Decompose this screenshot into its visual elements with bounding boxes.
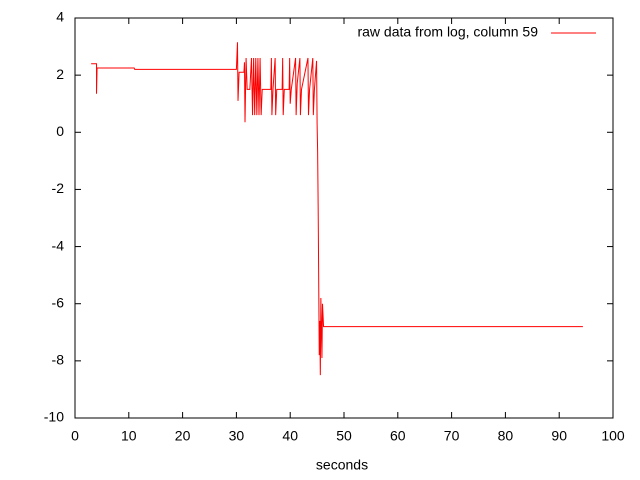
x-tick-label: 100	[601, 428, 625, 444]
x-tick-label: 20	[175, 428, 191, 444]
x-tick-label: 70	[444, 428, 460, 444]
x-tick-label: 50	[336, 428, 352, 444]
plot-border	[74, 17, 614, 419]
x-axis-label: seconds	[316, 457, 368, 473]
y-tick-label: -8	[52, 352, 65, 368]
x-tick-label: 90	[551, 428, 567, 444]
x-tick-label: 40	[282, 428, 298, 444]
y-tick-label: 2	[56, 66, 64, 82]
y-tick-label: -6	[52, 294, 65, 310]
y-tick-label: -2	[52, 180, 65, 196]
y-tick-label: 4	[56, 9, 64, 25]
legend-label: raw data from log, column 59	[357, 24, 538, 40]
x-tick-label: 80	[498, 428, 514, 444]
x-tick-label: 30	[229, 428, 245, 444]
y-tick-label: -10	[44, 409, 64, 425]
x-tick-label: 10	[121, 428, 137, 444]
x-tick-label: 0	[71, 428, 79, 444]
y-tick-label: -4	[52, 237, 65, 253]
x-tick-label: 60	[390, 428, 406, 444]
y-tick-label: 0	[56, 123, 64, 139]
data-line	[91, 42, 583, 376]
